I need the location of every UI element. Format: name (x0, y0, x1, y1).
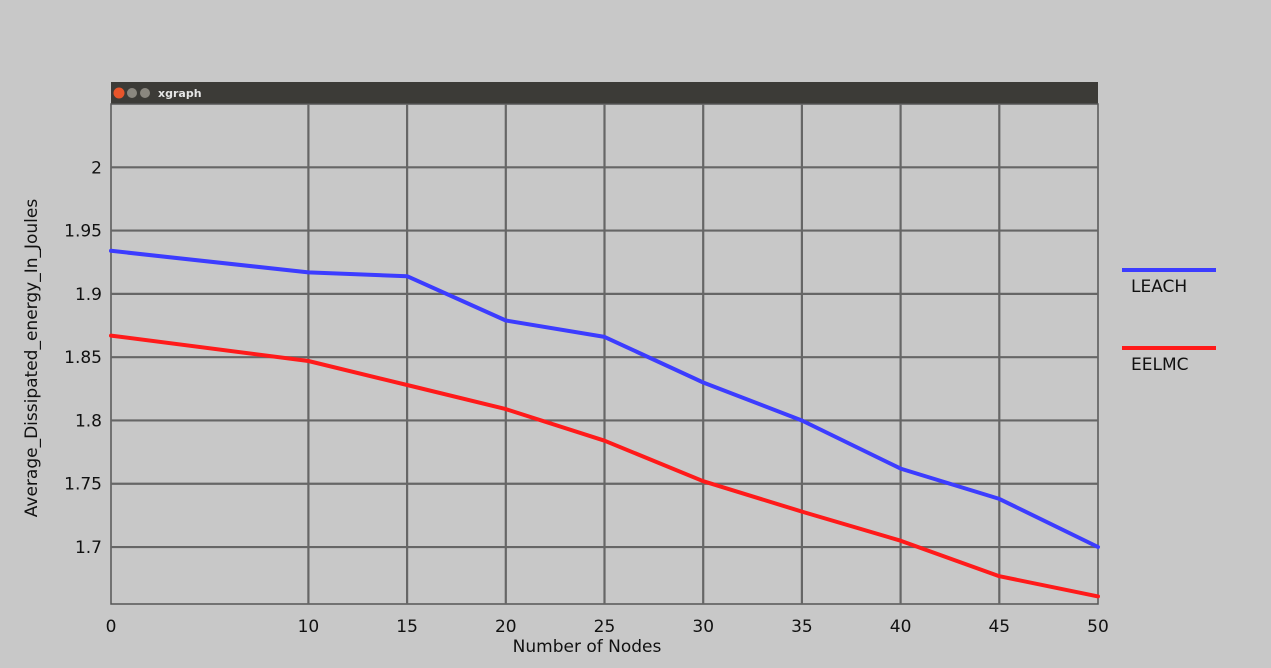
x-tick-label: 10 (298, 617, 320, 637)
titlebar-background (111, 82, 1098, 104)
legend-label-eelmc: EELMC (1131, 355, 1189, 375)
x-tick-label: 50 (1087, 617, 1109, 637)
legend-label-leach: LEACH (1131, 277, 1187, 297)
window-titlebar: xgraph (111, 82, 1098, 104)
series-layer (109, 248, 1100, 599)
series-line-leach (109, 248, 1100, 549)
plot-area (109, 103, 1100, 605)
y-tick-label: 1.9 (75, 285, 102, 305)
y-tick-label: 1.7 (75, 538, 102, 558)
window-title: xgraph (158, 87, 202, 100)
x-tick-label: 15 (396, 617, 418, 637)
x-tick-label: 45 (988, 617, 1010, 637)
legend: LEACH EELMC (1122, 268, 1216, 375)
x-axis-label: Number of Nodes (513, 637, 662, 657)
x-tick-label: 0 (106, 617, 117, 637)
series-line-eelmc (109, 333, 1100, 599)
minimize-window-button[interactable] (127, 88, 137, 98)
y-tick-label: 1.75 (64, 475, 102, 495)
x-axis-ticks: 0 10 15 20 25 30 35 40 45 50 (106, 617, 1109, 637)
x-tick-label: 35 (791, 617, 813, 637)
x-tick-label: 25 (594, 617, 616, 637)
maximize-window-button[interactable] (140, 88, 150, 98)
x-tick-label: 30 (692, 617, 714, 637)
y-tick-label: 2 (91, 158, 102, 178)
y-tick-label: 1.85 (64, 348, 102, 368)
x-tick-label: 20 (495, 617, 517, 637)
x-tick-label: 40 (890, 617, 912, 637)
y-tick-label: 1.8 (75, 411, 102, 431)
y-axis-label: Average_Dissipated_energy_In_Joules (22, 199, 42, 518)
y-axis-ticks: 1.7 1.75 1.8 1.85 1.9 1.95 2 (64, 158, 102, 558)
close-window-button[interactable] (113, 87, 125, 99)
y-tick-label: 1.95 (64, 222, 102, 242)
